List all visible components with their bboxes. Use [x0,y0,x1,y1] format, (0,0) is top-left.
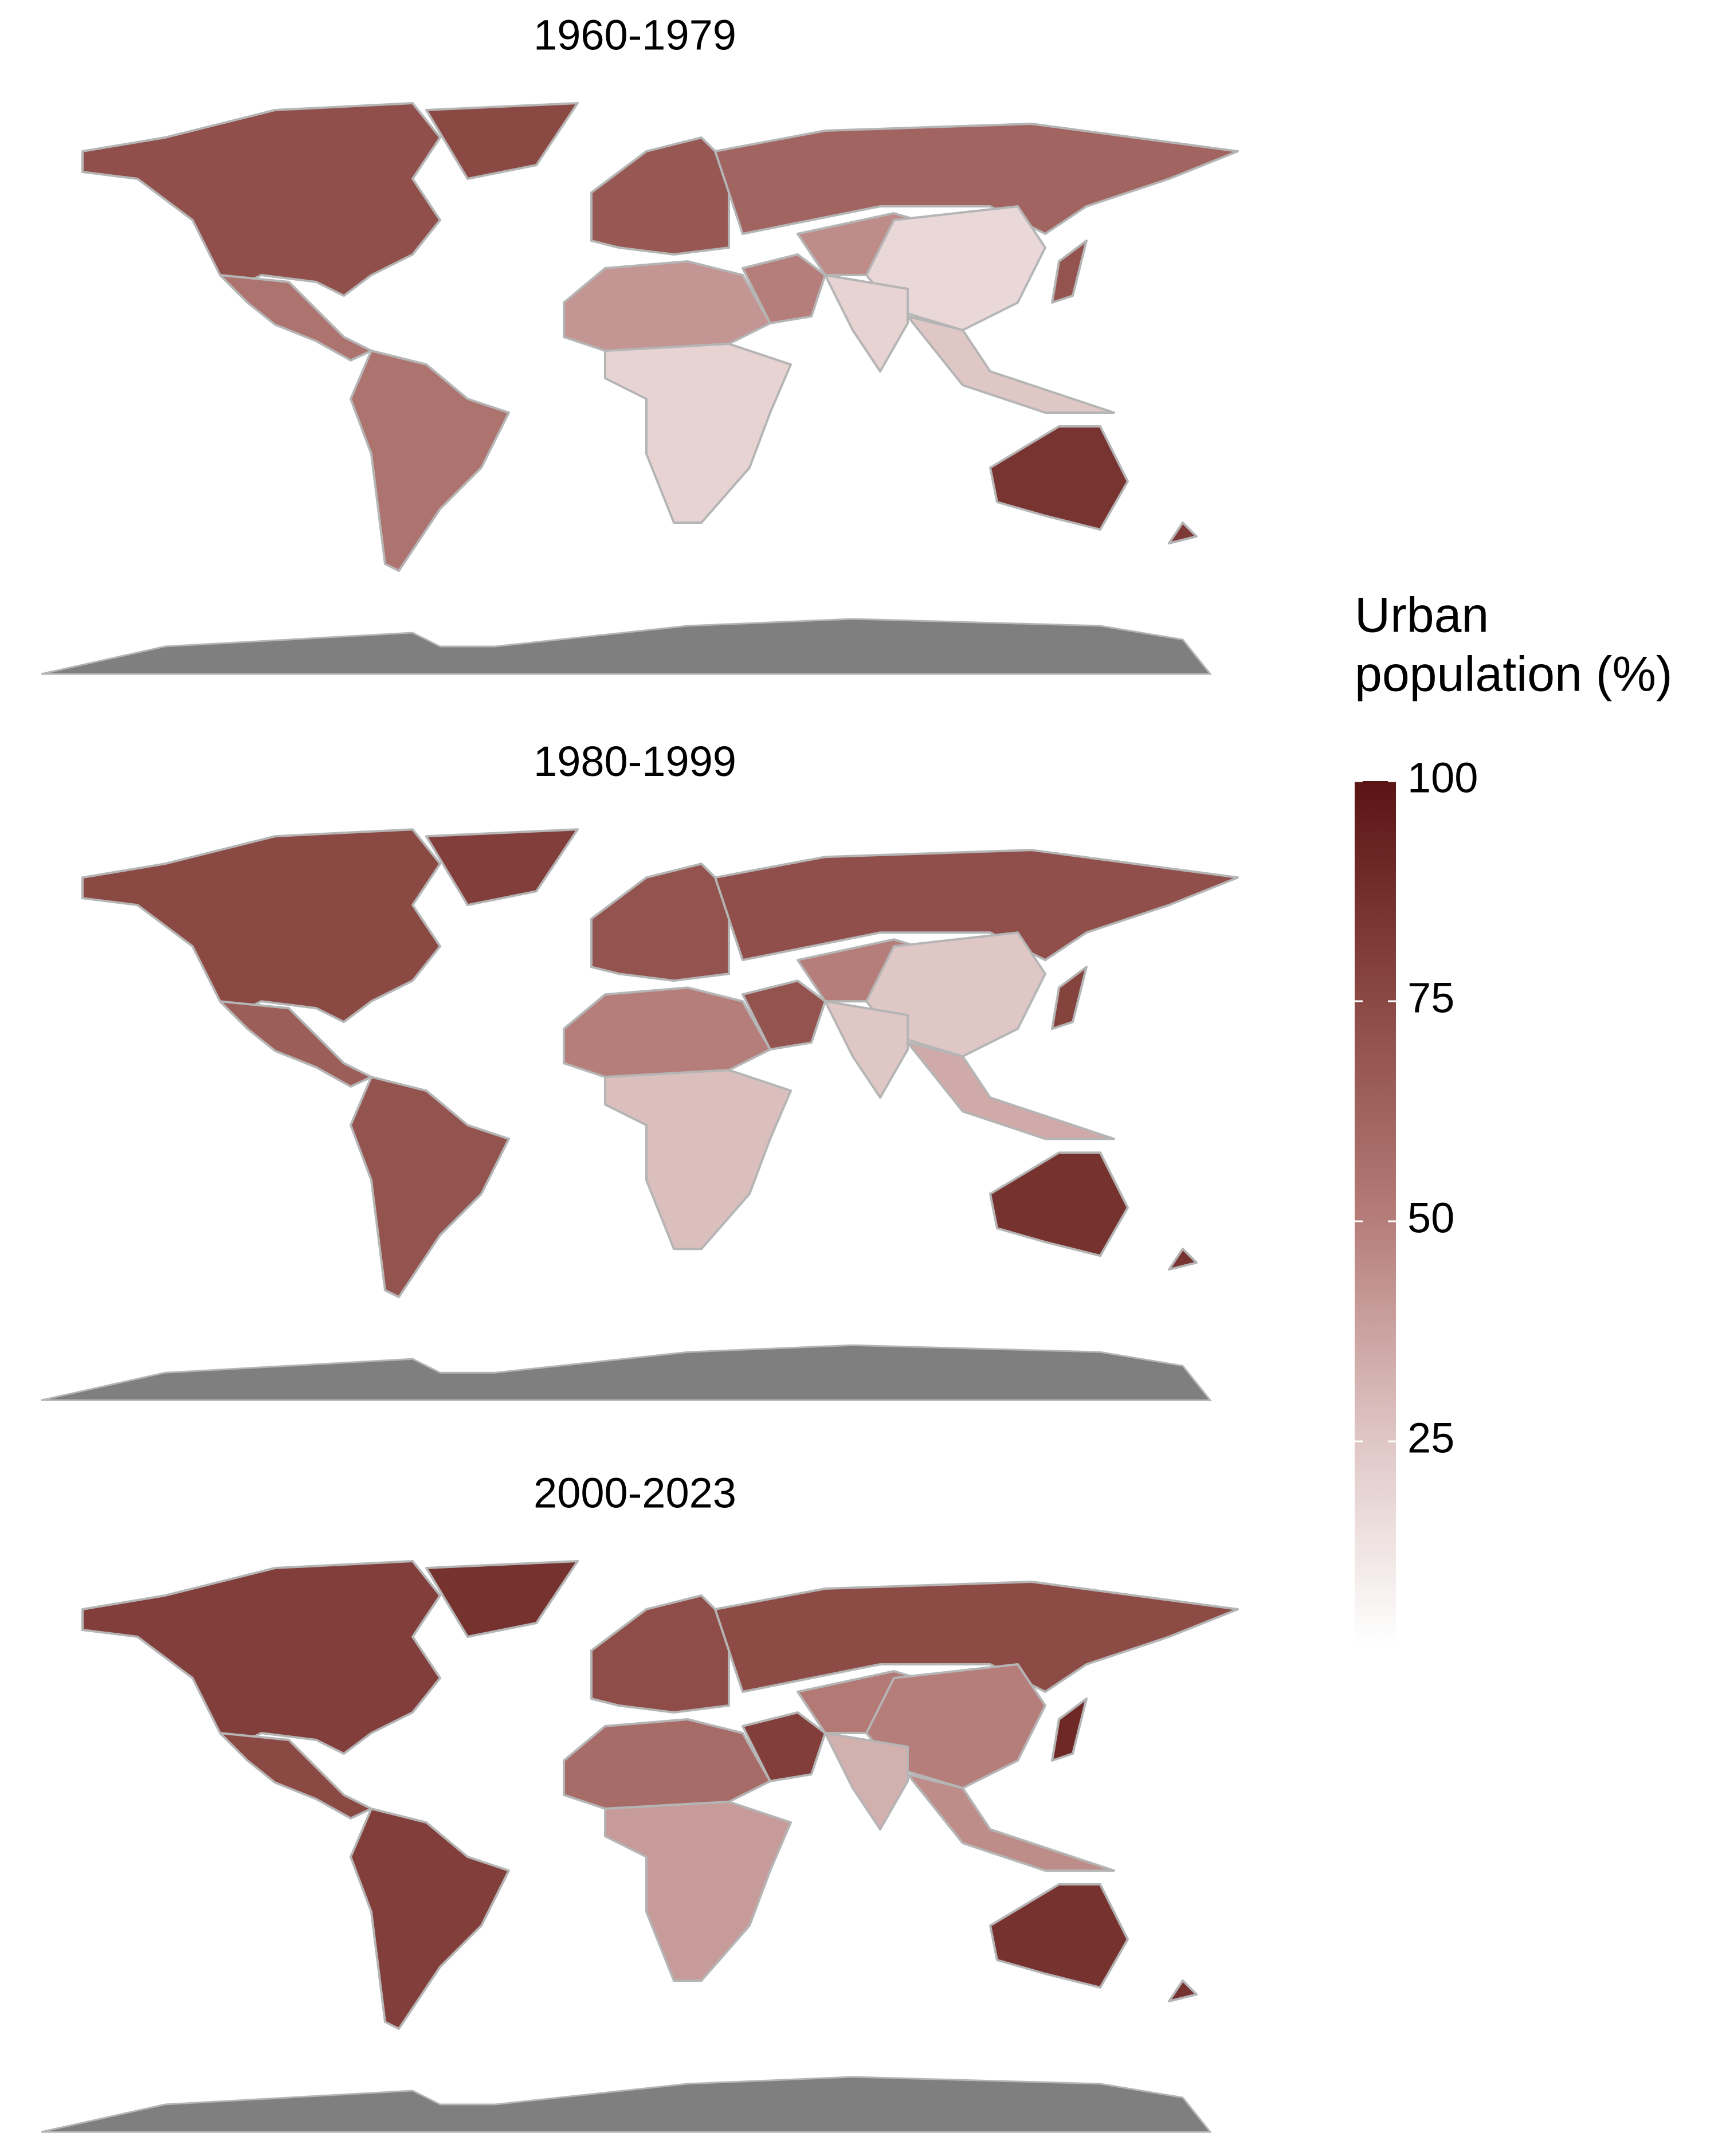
colorbar-tick-label: 100 [1407,754,1478,802]
region [1168,522,1198,544]
region [824,1732,909,1830]
region [865,205,1046,331]
region [425,102,579,180]
region [350,1808,510,2030]
region [425,828,579,907]
region [81,1560,441,1755]
region [1168,1979,1198,2002]
region [604,343,792,524]
region [590,1594,730,1714]
region [81,102,441,297]
region [219,1000,372,1088]
region [590,136,730,256]
map-panel [41,102,1239,675]
region [907,1041,1115,1140]
region [604,1069,792,1251]
region [865,1663,1046,1789]
region [824,1000,909,1099]
region [604,1801,792,1982]
region [714,849,1239,962]
legend-title: Urban [1355,588,1489,643]
map-panel [41,1560,1239,2133]
panel-title: 1980-1999 [534,738,736,785]
colorbar-tick-label: 25 [1407,1414,1454,1462]
no-data-region [41,618,1213,675]
region [865,931,1046,1058]
region [907,1773,1115,1872]
region [989,1151,1129,1257]
region [907,315,1115,414]
no-data-region [41,2076,1213,2133]
region [714,123,1239,235]
region [219,274,372,362]
region [742,979,826,1051]
legend-title: population (%) [1355,647,1673,702]
region [742,253,826,324]
region [1051,240,1088,304]
region [989,1883,1129,1989]
region [1168,1248,1198,1271]
region [563,260,771,352]
colorbar-tick-label: 50 [1407,1194,1454,1242]
no-data-region [41,1344,1213,1401]
region [590,863,730,982]
region [742,1711,826,1782]
panel-title: 1960-1979 [534,11,736,59]
region [824,274,909,373]
colorbar-tick-label: 75 [1407,974,1454,1022]
region [425,1560,579,1638]
region [989,425,1129,531]
region [219,1732,372,1820]
region [1051,1698,1088,1762]
region [350,350,510,572]
region [563,986,771,1079]
region [563,1718,771,1810]
region [1051,966,1088,1030]
panel-title: 2000-2023 [534,1469,736,1517]
region [81,828,441,1024]
colorbar [1355,781,1396,1644]
region [714,1581,1239,1693]
map-panel [41,828,1239,1401]
region [350,1076,510,1299]
